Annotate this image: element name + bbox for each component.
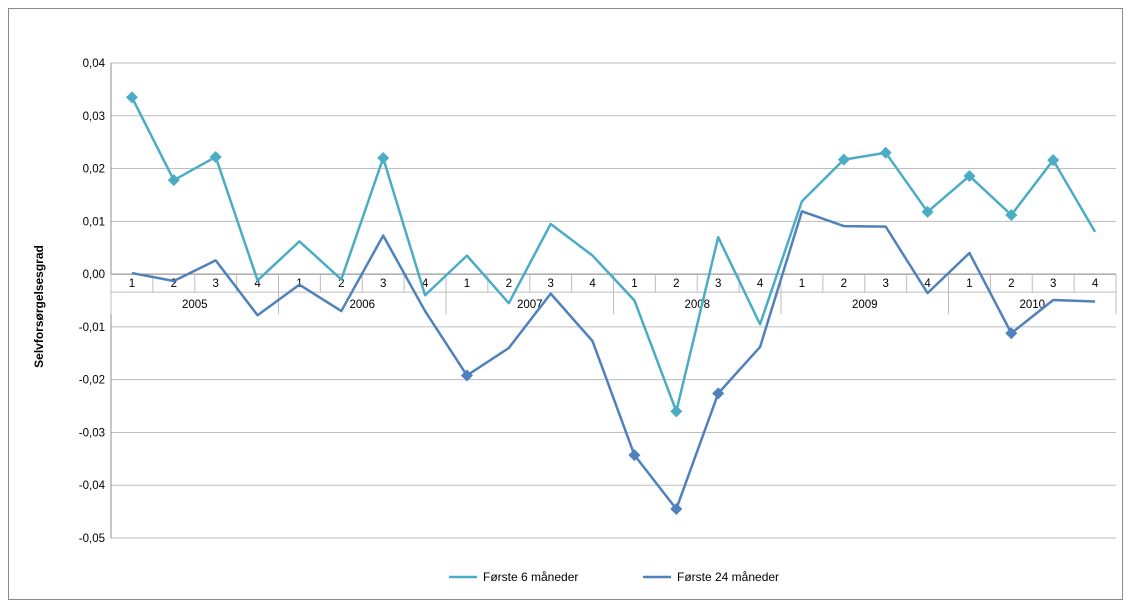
y-tick-label: 0,03: [83, 111, 105, 123]
x-tick-quarter: 4: [1092, 278, 1099, 290]
x-tick-quarter: 3: [212, 278, 218, 290]
data-point-marker: [670, 502, 683, 515]
y-tick-label: 0,00: [83, 269, 105, 281]
data-point-marker: [460, 369, 473, 382]
y-tick-label: -0,03: [79, 427, 105, 439]
data-point-marker: [167, 174, 180, 187]
x-tick-quarter: 1: [129, 278, 135, 290]
y-axis-label: Selvforsørgelsesgrad: [32, 245, 46, 368]
x-tick-quarter: 3: [715, 278, 721, 290]
x-tick-quarter: 3: [1050, 278, 1056, 290]
data-point-marker: [670, 405, 683, 418]
y-axis-ticks: 0,04 0,03 0,02 0,01 0,00 -0,01 -0,02 -0,03 -0,04…: [79, 58, 106, 545]
series-line-1: [130, 96, 1097, 413]
y-tick-label: 0,04: [83, 58, 106, 70]
data-point-marker: [712, 387, 725, 400]
chart-frame: 0,04 0,03 0,02 0,01 0,00 -0,01 -0,02 -0,03 -0,04…: [8, 8, 1123, 600]
x-tick-quarter: 1: [966, 278, 972, 290]
data-point-marker: [1005, 327, 1018, 340]
series-lines: [125, 91, 1097, 515]
x-tick-quarter: 4: [589, 278, 596, 290]
legend: Første 6 måneder Første 24 måneder: [449, 570, 779, 584]
x-tick-year: 2006: [349, 299, 375, 311]
x-tick-quarter: 4: [422, 278, 429, 290]
x-tick-quarter: 1: [799, 278, 805, 290]
x-tick-quarter: 4: [757, 278, 764, 290]
x-tick-quarter: 2: [338, 278, 344, 290]
data-point-marker: [963, 169, 976, 182]
data-point-marker: [921, 205, 934, 218]
y-tick-label: 0,02: [83, 164, 105, 176]
x-tick-quarter: 2: [841, 278, 847, 290]
x-tick-quarter: 3: [380, 278, 386, 290]
data-point-marker: [1047, 154, 1060, 167]
y-tick-label: -0,04: [79, 480, 106, 492]
series-line-2: [131, 210, 1096, 511]
x-tick-year: 2007: [517, 299, 543, 311]
y-tick-label: 0,01: [83, 216, 105, 228]
x-tick-year: 2005: [182, 299, 208, 311]
legend-label-1: Første 6 måneder: [483, 570, 578, 584]
x-tick-quarter: 4: [254, 278, 261, 290]
x-tick-quarter: 4: [924, 278, 931, 290]
data-point-marker: [879, 146, 892, 159]
x-tick-quarter: 2: [506, 278, 512, 290]
x-tick-year: 2008: [684, 299, 710, 311]
x-tick-year: 2010: [1019, 299, 1045, 311]
x-tick-quarter: 2: [171, 278, 177, 290]
x-tick-quarter: 1: [631, 278, 637, 290]
data-point-marker: [209, 150, 222, 163]
x-tick-quarter: 3: [882, 278, 888, 290]
data-point-marker: [377, 152, 390, 164]
y-tick-label: -0,05: [79, 533, 105, 545]
data-point-marker: [1005, 209, 1018, 221]
x-tick-year: 2009: [852, 299, 878, 311]
y-tick-label: -0,01: [79, 322, 105, 334]
line-chart: 0,04 0,03 0,02 0,01 0,00 -0,01 -0,02 -0,03 -0,04…: [32, 58, 1117, 584]
x-tick-quarter: 1: [464, 278, 470, 290]
data-point-marker: [837, 153, 850, 166]
legend-label-2: Første 24 måneder: [677, 570, 779, 584]
data-point-marker: [628, 449, 641, 462]
x-tick-quarter: 2: [1008, 278, 1014, 290]
x-tick-quarter: 2: [673, 278, 679, 290]
y-tick-label: -0,02: [79, 375, 105, 387]
x-tick-quarter: 3: [547, 278, 553, 290]
data-point-marker: [125, 91, 138, 104]
